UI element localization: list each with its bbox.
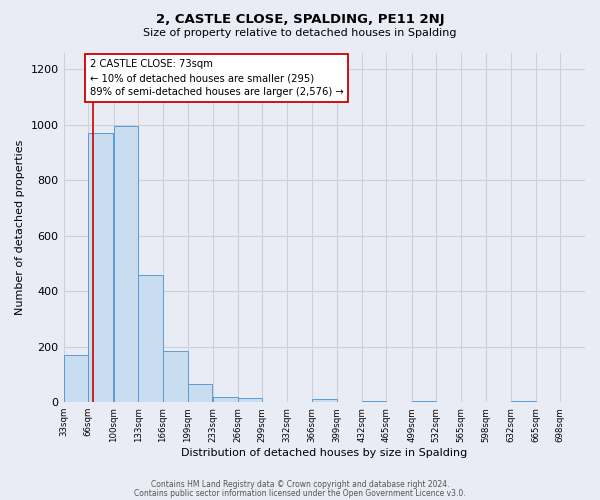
- Bar: [412, 401, 436, 402]
- Bar: [88, 133, 113, 402]
- Bar: [213, 396, 238, 402]
- Bar: [188, 384, 212, 402]
- Bar: [362, 401, 386, 402]
- Bar: [163, 351, 188, 402]
- X-axis label: Distribution of detached houses by size in Spalding: Distribution of detached houses by size …: [181, 448, 467, 458]
- Text: Contains public sector information licensed under the Open Government Licence v3: Contains public sector information licen…: [134, 488, 466, 498]
- Text: 2, CASTLE CLOSE, SPALDING, PE11 2NJ: 2, CASTLE CLOSE, SPALDING, PE11 2NJ: [155, 12, 445, 26]
- Text: Contains HM Land Registry data © Crown copyright and database right 2024.: Contains HM Land Registry data © Crown c…: [151, 480, 449, 489]
- Bar: [64, 355, 88, 402]
- Y-axis label: Number of detached properties: Number of detached properties: [15, 140, 25, 315]
- Bar: [511, 401, 536, 402]
- Bar: [138, 274, 163, 402]
- Bar: [313, 400, 337, 402]
- Text: Size of property relative to detached houses in Spalding: Size of property relative to detached ho…: [143, 28, 457, 38]
- Text: 2 CASTLE CLOSE: 73sqm
← 10% of detached houses are smaller (295)
89% of semi-det: 2 CASTLE CLOSE: 73sqm ← 10% of detached …: [89, 60, 343, 98]
- Bar: [238, 398, 262, 402]
- Bar: [113, 126, 138, 402]
